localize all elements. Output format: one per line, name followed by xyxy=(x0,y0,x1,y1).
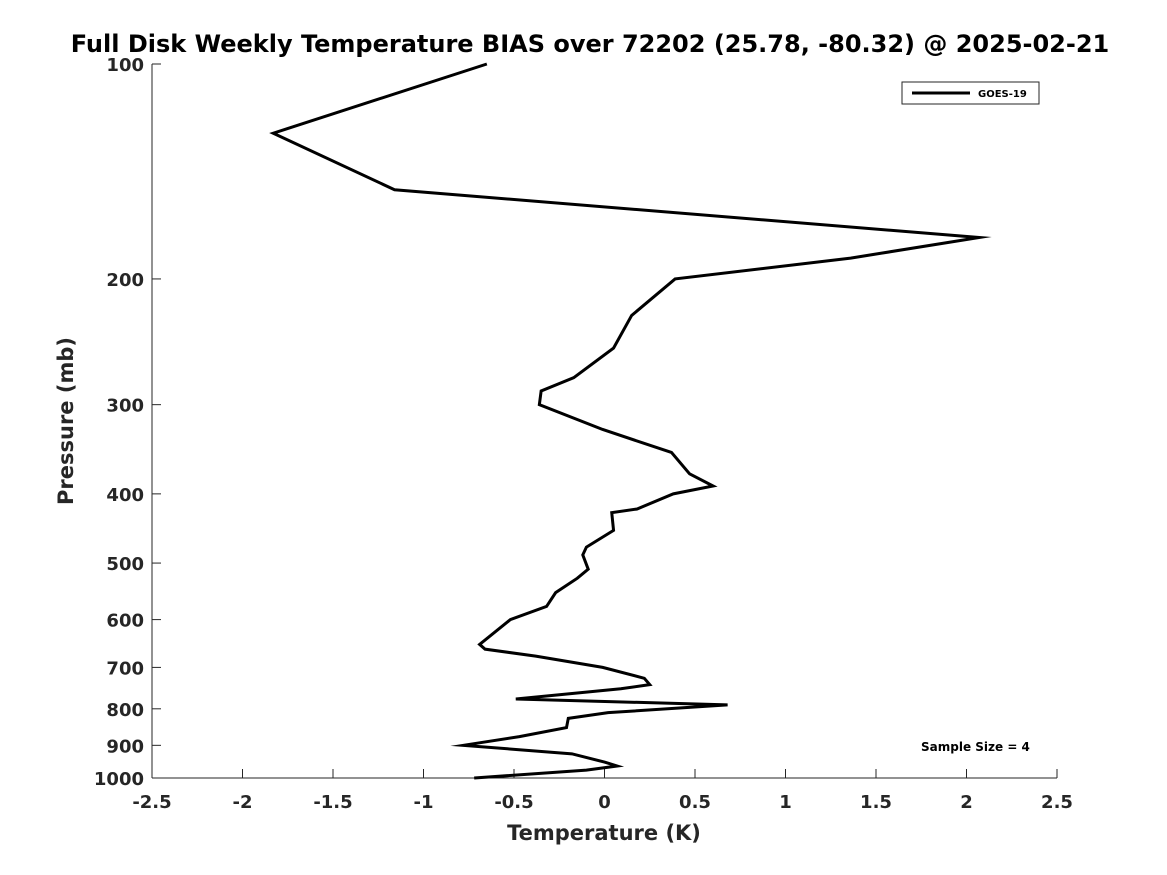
series-line-goes-19 xyxy=(269,62,992,780)
x-ticks: -2.5 -2 -1.5 -1 -0.5 0 0.5 1 1.5 2 2.5 xyxy=(132,769,1073,813)
legend: GOES-19 xyxy=(901,81,1040,105)
x-tick-label: -1 xyxy=(414,792,434,813)
x-tick-label: 2 xyxy=(960,792,973,813)
y-tick-label: 100 xyxy=(106,55,144,76)
x-tick-label: -0.5 xyxy=(494,792,533,813)
y-tick-label: 500 xyxy=(106,554,144,575)
x-tick-label: 1.5 xyxy=(860,792,892,813)
y-tick-label: 400 xyxy=(106,485,144,506)
x-tick-label: 1 xyxy=(779,792,792,813)
y-tick-label: 300 xyxy=(106,396,144,417)
chart-title: Full Disk Weekly Temperature BIAS over 7… xyxy=(71,30,1110,58)
x-tick-label: 2.5 xyxy=(1041,792,1073,813)
y-tick-label: 700 xyxy=(106,658,144,679)
x-tick-label: -2.5 xyxy=(132,792,171,813)
series-layer xyxy=(269,62,992,780)
y-tick-label: 600 xyxy=(106,611,144,632)
sample-size-annotation: Sample Size = 4 xyxy=(921,740,1030,754)
y-ticks: 100 200 300 400 500 600 700 800 900 1000 xyxy=(94,55,161,790)
legend-entry: GOES-19 xyxy=(978,89,1027,100)
x-tick-label: 0 xyxy=(598,792,611,813)
y-tick-label: 900 xyxy=(106,736,144,757)
x-tick-label: -2 xyxy=(233,792,253,813)
x-tick-label: 0.5 xyxy=(679,792,711,813)
legend-box xyxy=(901,81,1040,105)
y-tick-label: 800 xyxy=(106,700,144,721)
y-tick-label: 1000 xyxy=(94,769,144,790)
y-axis-label: Pressure (mb) xyxy=(54,337,78,505)
axes: -2.5 -2 -1.5 -1 -0.5 0 0.5 1 1.5 2 2.5 100 200 300 40… xyxy=(94,55,1073,813)
x-tick-label: -1.5 xyxy=(313,792,352,813)
x-axis-label: Temperature (K) xyxy=(507,821,701,845)
y-tick-label: 200 xyxy=(106,270,144,291)
